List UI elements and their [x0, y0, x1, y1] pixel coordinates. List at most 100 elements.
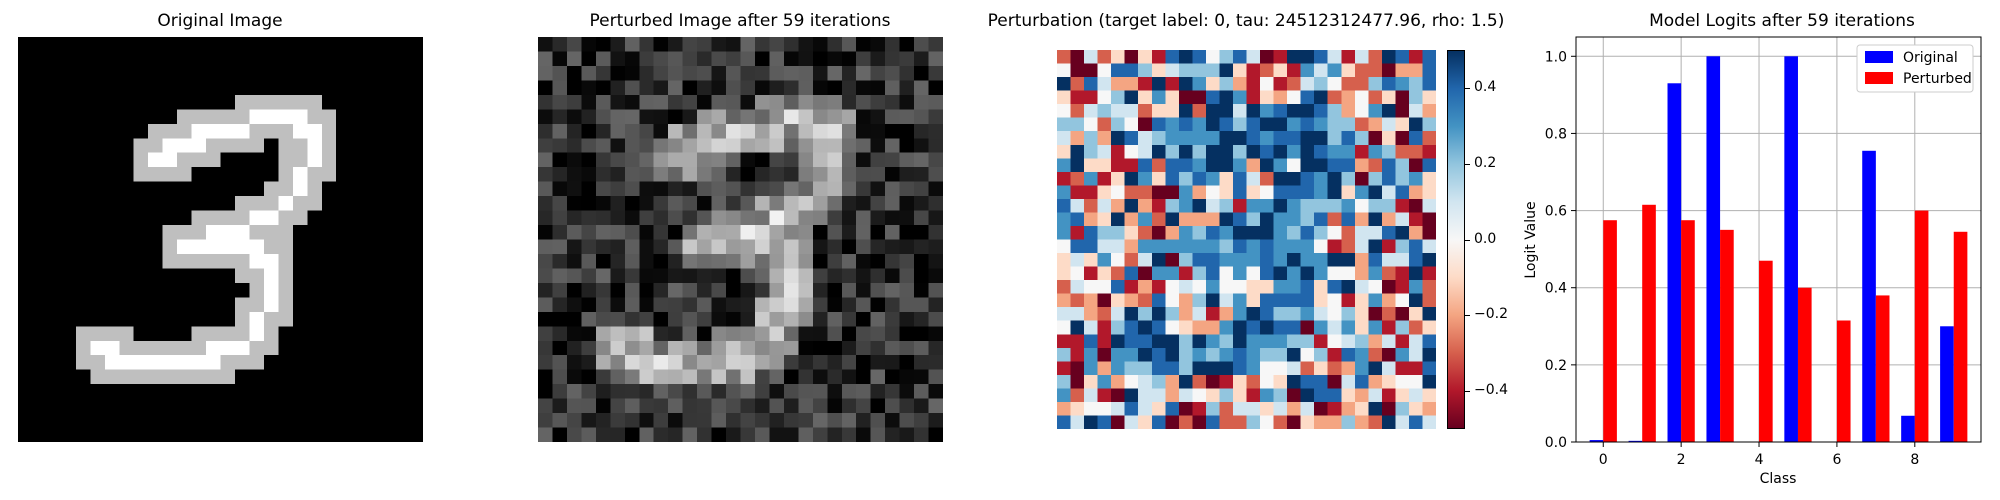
x-tick-label: 0	[1599, 452, 1608, 468]
image-pixel	[726, 51, 741, 66]
image-pixel	[566, 80, 582, 95]
heatmap-cell	[1395, 198, 1409, 213]
image-pixel	[133, 181, 149, 197]
bar-original	[1901, 415, 1915, 442]
heatmap-cell	[1368, 171, 1382, 186]
heatmap-cell	[1273, 63, 1288, 78]
image-pixel	[336, 94, 351, 110]
image-pixel	[610, 384, 625, 399]
image-pixel	[90, 37, 105, 52]
heatmap-cell	[1408, 347, 1423, 362]
image-pixel	[899, 239, 915, 254]
image-pixel	[914, 369, 929, 385]
image-pixel	[827, 65, 842, 81]
heatmap-cell	[1314, 388, 1328, 402]
image-pixel	[798, 225, 813, 240]
image-pixel	[394, 355, 409, 370]
image-pixel	[321, 138, 337, 153]
y-tick-label: 0.8	[1545, 126, 1567, 142]
image-pixel	[336, 181, 351, 197]
image-pixel	[307, 253, 322, 269]
image-pixel	[234, 196, 250, 211]
image-pixel	[798, 152, 813, 168]
image-pixel	[263, 138, 279, 153]
heatmap-cell	[1192, 320, 1206, 335]
heatmap-cell	[1381, 253, 1396, 267]
heatmap-cell	[1368, 401, 1382, 416]
image-pixel	[104, 297, 120, 312]
image-pixel	[162, 181, 178, 197]
heatmap-cell	[1070, 253, 1085, 267]
image-pixel	[595, 123, 611, 139]
image-pixel	[278, 109, 293, 124]
image-pixel	[711, 384, 727, 399]
image-pixel	[624, 355, 640, 370]
image-pixel	[856, 80, 871, 95]
image-pixel	[856, 239, 871, 254]
image-pixel	[46, 355, 62, 370]
heatmap-cell	[1381, 374, 1396, 389]
image-pixel	[119, 109, 134, 124]
image-pixel	[18, 225, 33, 240]
image-pixel	[812, 210, 828, 226]
image-pixel	[177, 369, 192, 385]
image-pixel	[928, 369, 943, 385]
image-pixel	[798, 384, 813, 399]
image-pixel	[668, 398, 683, 414]
image-pixel	[697, 297, 712, 312]
image-pixel	[32, 340, 47, 356]
image-pixel	[394, 427, 409, 442]
image-pixel	[379, 109, 395, 124]
image-pixel	[914, 181, 929, 197]
heatmap-cell	[1192, 334, 1206, 348]
image-pixel	[177, 181, 192, 197]
heatmap-cell	[1178, 239, 1193, 254]
heatmap-cell	[1422, 158, 1436, 172]
image-pixel	[292, 369, 308, 385]
image-pixel	[798, 123, 813, 139]
heatmap-cell	[1178, 401, 1193, 416]
image-pixel	[928, 311, 943, 327]
image-pixel	[538, 210, 553, 226]
heatmap-cell	[1192, 253, 1206, 267]
heatmap-cell	[1273, 347, 1288, 362]
image-pixel	[581, 225, 596, 240]
heatmap-cell	[1327, 198, 1342, 213]
image-pixel	[18, 398, 33, 414]
heatmap-cell	[1205, 253, 1220, 267]
image-pixel	[206, 65, 221, 81]
image-pixel	[119, 37, 134, 52]
image-pixel	[711, 239, 727, 254]
image-pixel	[278, 123, 293, 139]
image-pixel	[249, 37, 264, 52]
heatmap-cell	[1138, 104, 1152, 118]
image-pixel	[798, 253, 813, 269]
image-pixel	[928, 297, 943, 312]
image-pixel	[639, 94, 654, 110]
heatmap-cell	[1097, 280, 1112, 294]
image-pixel	[321, 398, 337, 414]
heatmap-cell	[1354, 50, 1369, 64]
heatmap-cell	[1111, 361, 1125, 375]
bar-original	[1862, 150, 1876, 443]
heatmap-cell	[1341, 388, 1355, 402]
image-pixel	[682, 340, 698, 356]
image-pixel	[726, 268, 741, 283]
image-pixel	[191, 181, 207, 197]
heatmap-cell	[1165, 77, 1179, 91]
heatmap-cell	[1246, 50, 1261, 64]
image-pixel	[191, 253, 207, 269]
image-pixel	[870, 210, 886, 226]
heatmap-cell	[1151, 293, 1166, 308]
image-pixel	[46, 109, 62, 124]
image-pixel	[928, 123, 943, 139]
image-pixel	[278, 297, 293, 312]
heatmap-cell	[1246, 63, 1261, 78]
image-pixel	[177, 51, 192, 66]
image-pixel	[610, 427, 625, 442]
image-pixel	[610, 37, 625, 52]
image-pixel	[249, 384, 264, 399]
image-pixel	[711, 167, 727, 182]
heatmap-cell	[1219, 185, 1233, 199]
image-pixel	[350, 80, 366, 95]
